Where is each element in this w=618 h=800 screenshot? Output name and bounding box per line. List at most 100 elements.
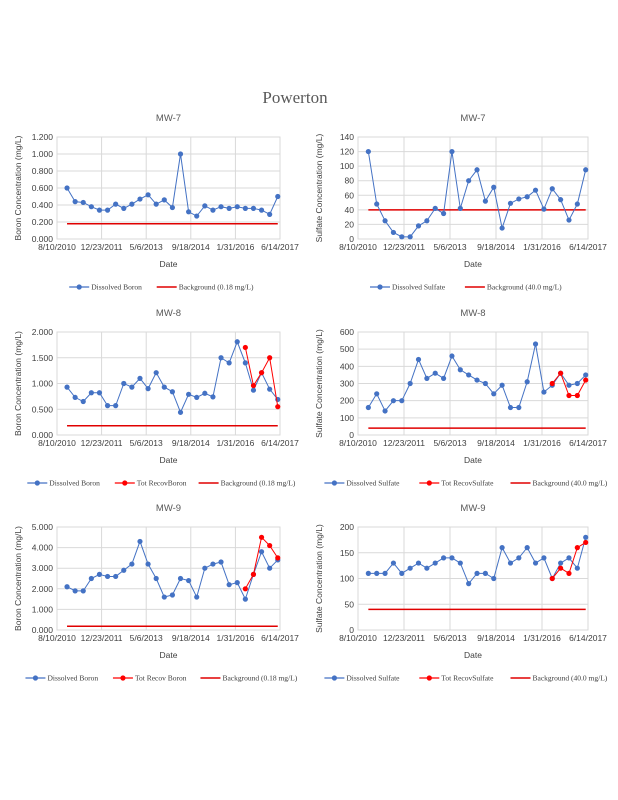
legend-marker (122, 480, 128, 486)
dissolved-data-point (558, 197, 564, 203)
dissolved-data-point (449, 148, 455, 155)
dissolved-data-point (64, 185, 70, 191)
dissolved-data-point (169, 592, 176, 598)
dissolved-data-point (365, 404, 371, 411)
dissolved-data-point (72, 199, 78, 205)
dissolved-data-point (390, 229, 397, 236)
y-axis-label: Sulfate Concentration (mg/L) (314, 134, 324, 243)
y-tick-label: 1.200 (32, 132, 54, 142)
chart-mw-7-sulfate: MW-7 0 20 40 60 80 100 120 140 8/10/2010 12/23/201… (314, 113, 607, 292)
dissolved-data-point (242, 596, 248, 602)
dissolved-data-point (72, 394, 78, 401)
total-data-point (558, 370, 564, 376)
dissolved-data-point (218, 204, 224, 210)
dissolved-data-point (482, 570, 488, 576)
dissolved-data-point (466, 178, 472, 184)
dissolved-data-point (499, 382, 505, 388)
dissolved-data-point (194, 594, 200, 600)
x-tick-label: 8/10/2010 (38, 242, 76, 252)
dissolved-data-point (80, 588, 86, 594)
dissolved-data-point (457, 205, 463, 211)
legend-marker (426, 675, 432, 681)
legend: Dissolved Sulfate Tot RecovSulfate Backgro… (324, 674, 608, 683)
chart-title: MW-8 (156, 308, 181, 319)
chart-mw-8-boron: MW-8 0.000 0.500 1.000 1.500 2.000 8/10/2010 12… (13, 308, 299, 488)
x-tick-label: 6/14/2017 (569, 438, 607, 448)
dissolved-data-point (194, 213, 200, 219)
dissolved-data-point (64, 584, 70, 590)
y-tick-label: 40 (345, 205, 355, 215)
legend-marker (426, 480, 432, 486)
x-tick-label: 9/18/2014 (172, 438, 210, 448)
chart-title: MW-9 (460, 503, 485, 514)
y-tick-label: 0.200 (32, 217, 54, 227)
dissolved-data-point (137, 538, 143, 545)
dissolved-data-point (407, 565, 413, 571)
dissolved-data-point (177, 575, 184, 582)
dissolved-data-point (88, 390, 94, 396)
dissolved-data-point (374, 201, 380, 207)
dissolved-data-point (532, 187, 539, 193)
legend-label: Background (0.18 mg/L) (222, 674, 297, 683)
dissolved-data-point (250, 387, 257, 393)
legend-label: Background (40.0 mg/L) (533, 479, 608, 488)
dissolved-data-point (121, 205, 127, 211)
legend-item: Dissolved Boron (69, 283, 142, 292)
x-tick-label: 6/14/2017 (569, 633, 607, 643)
legend-label: Dissolved Sulfate (346, 479, 400, 488)
x-axis-label: Date (160, 259, 178, 269)
dissolved-data-point (424, 565, 430, 571)
x-tick-label: 12/23/2011 (383, 438, 425, 448)
y-tick-label: 200 (340, 396, 354, 406)
dissolved-data-point (466, 372, 472, 378)
x-tick-label: 8/10/2010 (38, 633, 76, 643)
y-tick-label: 3.000 (32, 563, 54, 573)
y-axis-label: Boron Concentration (mg/L) (13, 135, 23, 240)
dissolved-data-point (137, 375, 143, 381)
x-tick-label: 1/31/2016 (216, 633, 254, 643)
dissolved-data-point (566, 382, 572, 388)
legend-label: Tot RecovBoron (137, 479, 187, 488)
legend-label: Background (40.0 mg/L) (533, 674, 608, 683)
x-tick-label: 5/6/2013 (433, 438, 466, 448)
legend-marker (377, 284, 383, 290)
y-tick-label: 0.000 (32, 625, 54, 635)
total-data-point (275, 555, 281, 561)
y-tick-label: 600 (340, 327, 354, 337)
y-tick-label: 1.000 (32, 604, 54, 614)
dissolved-data-point (440, 555, 447, 561)
y-tick-label: 140 (340, 132, 354, 142)
y-axis-label: Sulfate Concentration (mg/L) (314, 329, 324, 438)
legend-marker (331, 480, 337, 486)
dissolved-data-point (234, 204, 240, 210)
dissolved-data-point (242, 360, 248, 366)
dissolved-data-point (121, 380, 127, 387)
total-data-point (558, 565, 564, 571)
legend-item: Tot RecovBoron (114, 479, 187, 488)
y-tick-label: 0.500 (32, 404, 54, 414)
x-tick-label: 8/10/2010 (339, 633, 377, 643)
dissolved-data-point (415, 560, 422, 566)
dissolved-data-point (432, 205, 438, 211)
legend-label: Background (0.18 mg/L) (221, 479, 296, 488)
dissolved-data-point (482, 198, 488, 204)
legend: Dissolved Sulfate Tot RecovSulfate Backgro… (324, 479, 608, 488)
legend-item: Dissolved Sulfate (324, 674, 400, 683)
x-tick-label: 6/14/2017 (261, 633, 299, 643)
legend-label: Background (0.18 mg/L) (179, 283, 254, 292)
total-data-point (275, 404, 281, 410)
dissolved-data-point (457, 560, 463, 566)
dissolved-data-point (169, 204, 176, 211)
legend-label: Dissolved Boron (91, 283, 142, 292)
dissolved-data-point (507, 560, 514, 566)
x-tick-label: 5/6/2013 (130, 633, 163, 643)
legend: Dissolved Boron Tot RecovBoron Background … (27, 479, 296, 488)
dissolved-data-point (145, 386, 151, 392)
dissolved-data-point (374, 391, 380, 397)
dissolved-data-point (541, 555, 547, 561)
y-tick-label: 100 (340, 161, 354, 171)
dissolved-data-point (365, 148, 371, 155)
dissolved-data-point (507, 200, 514, 206)
dissolved-data-point (399, 234, 405, 240)
dissolved-data-point (532, 341, 539, 347)
